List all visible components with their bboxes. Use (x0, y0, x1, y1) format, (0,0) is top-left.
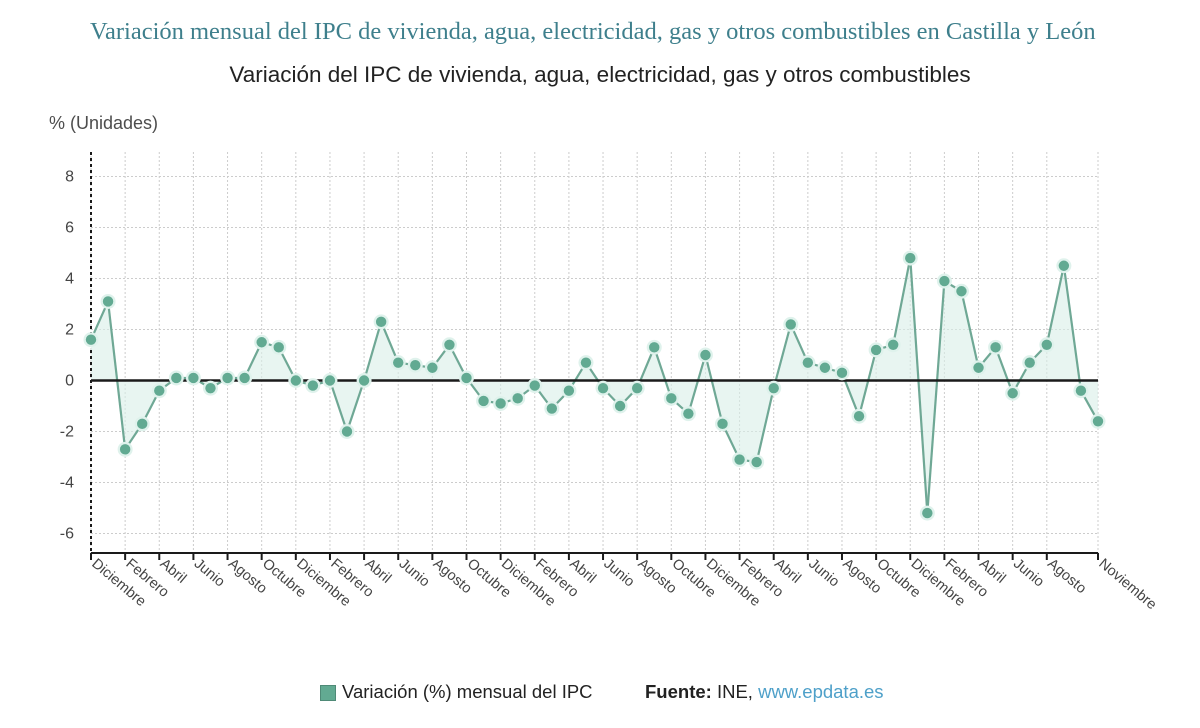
svg-text:-4: -4 (60, 475, 74, 492)
svg-text:Junio: Junio (600, 556, 637, 591)
svg-text:2: 2 (65, 322, 74, 339)
svg-text:Junio: Junio (396, 556, 433, 591)
svg-text:Junio: Junio (191, 556, 228, 591)
svg-text:8: 8 (65, 169, 74, 186)
svg-text:Noviembre: Noviembre (1095, 556, 1159, 613)
svg-text:-2: -2 (60, 424, 74, 441)
svg-text:Junio: Junio (1010, 556, 1047, 591)
svg-text:-6: -6 (60, 526, 74, 543)
svg-text:Junio: Junio (805, 556, 842, 591)
svg-text:6: 6 (65, 220, 74, 237)
svg-text:Agosto: Agosto (1044, 556, 1089, 597)
svg-text:4: 4 (65, 271, 74, 288)
svg-text:0: 0 (65, 373, 74, 390)
